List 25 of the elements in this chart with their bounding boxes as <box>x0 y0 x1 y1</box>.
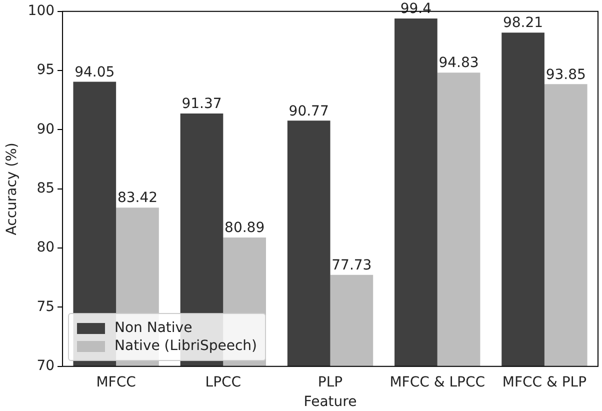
y-tick-label: 90 <box>36 121 55 138</box>
data-label: 83.42 <box>117 190 158 206</box>
y-tick-label: 85 <box>36 180 55 197</box>
data-label: 80.89 <box>224 220 265 236</box>
x-tick-label: LPCC <box>205 374 242 390</box>
x-tick-label: PLP <box>318 374 343 390</box>
legend-label: Native (LibriSpeech) <box>114 338 258 354</box>
data-label: 94.83 <box>438 55 479 72</box>
data-label: 98.21 <box>502 15 544 32</box>
data-label: 93.85 <box>546 66 586 83</box>
data-label: 94.05 <box>74 64 115 80</box>
data-label: 77.73 <box>332 258 372 274</box>
y-tick-label: 80 <box>36 240 55 256</box>
y-tick-label: 75 <box>36 298 55 315</box>
x-tick-label: MFCC & PLP <box>502 374 587 390</box>
y-tick-label: 95 <box>36 62 55 78</box>
y-tick-label: 70 <box>36 358 55 374</box>
x-tick-label: MFCC & LPCC <box>390 374 486 390</box>
data-label: 90.77 <box>288 103 329 120</box>
x-tick-label: MFCC <box>96 374 136 390</box>
x-axis-title: Feature <box>304 394 357 410</box>
legend-label: Non Native <box>114 320 192 336</box>
y-axis-title: Accuracy (%) <box>4 142 20 236</box>
y-tick-label: 100 <box>28 3 55 20</box>
data-label: 91.37 <box>182 96 222 112</box>
